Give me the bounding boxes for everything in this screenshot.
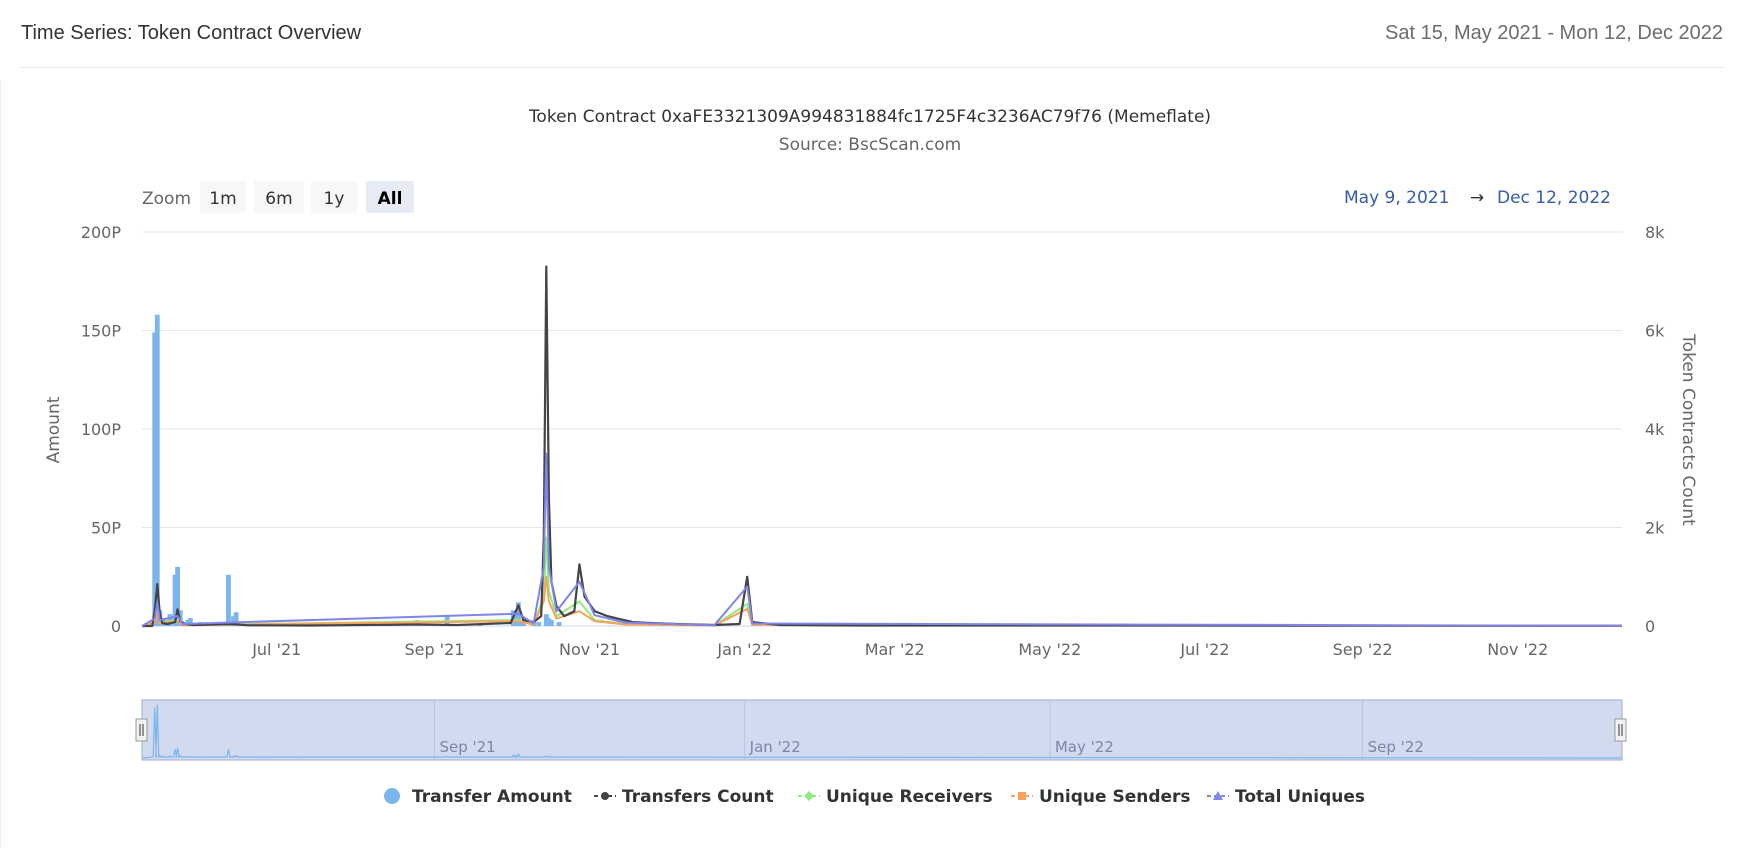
legend-label: Transfer Amount [412, 787, 572, 807]
navigator[interactable]: Sep '21 Jan '22 May '22 Sep '22 [135, 699, 1627, 761]
navigator-ticks: Sep '21 Jan '22 May '22 Sep '22 [433, 700, 1424, 760]
chart-title: Token Contract 0xaFE3321309A994831884fc1… [528, 107, 1211, 127]
x-tick-label: Nov '22 [1487, 640, 1548, 659]
card-header: Time Series: Token Contract Overview Sat… [20, 0, 1724, 68]
legend-item-transfer-amount[interactable]: Transfer Amount [384, 787, 572, 807]
x-tick-label: Jan '22 [716, 640, 772, 659]
legend-label: Unique Receivers [826, 787, 993, 807]
y-left-tick-label: 100P [81, 420, 122, 439]
card-title: Time Series: Token Contract Overview [21, 22, 362, 44]
y-right-tick-label: 0 [1645, 617, 1655, 636]
zoom-button-bg [311, 181, 357, 213]
y-right-tick-label: 8k [1645, 223, 1665, 242]
x-tick-label: Jul '22 [1179, 640, 1229, 659]
x-tick-label: Sep '21 [404, 640, 464, 659]
navigator-series [141, 704, 1623, 759]
navigator-tick-label: May '22 [1055, 738, 1114, 756]
legend-marker-icon [1018, 792, 1026, 800]
bar [513, 612, 519, 626]
zoom-label: Zoom [142, 189, 191, 209]
y-axis-left-title: Amount [44, 396, 64, 463]
zoom-button-all[interactable]: All [366, 181, 414, 213]
series-line-total-uniques [141, 452, 1623, 627]
y-left-tick-label: 150P [81, 322, 122, 341]
y-left-tick-label: 0 [111, 617, 121, 636]
navigator-tick-label: Jan '22 [749, 738, 801, 756]
bar [543, 614, 549, 626]
y-axis-right-title: Token Contracts Count [1678, 333, 1698, 526]
bar [175, 566, 181, 626]
y-left-tick-label: 50P [91, 519, 121, 538]
y-axis-right: 0 2k 4k 6k 8k [1645, 223, 1665, 636]
card-border [0, 80, 1, 848]
legend-label: Unique Senders [1039, 787, 1191, 807]
bar [167, 614, 173, 626]
legend-label: Transfers Count [622, 787, 774, 807]
range-display: May 9, 2021 → Dec 12, 2022 [1344, 188, 1611, 208]
range-arrow: → [1470, 188, 1484, 208]
series-line-unique-receivers [141, 536, 1623, 627]
zoom-button-6m[interactable]: 6m [254, 181, 304, 213]
y-left-tick-label: 200P [81, 223, 122, 242]
zoom-button-label: 1y [324, 189, 345, 209]
navigator-handle-right[interactable] [1614, 718, 1627, 742]
legend-item-unique-receivers[interactable]: Unique Receivers [798, 787, 993, 807]
bar [154, 314, 160, 626]
zoom-button-1m[interactable]: 1m [200, 181, 246, 213]
x-tick-label: Jul '21 [251, 640, 301, 659]
range-to[interactable]: Dec 12, 2022 [1497, 188, 1611, 208]
navigator-tick-label: Sep '22 [1368, 738, 1424, 756]
bar [233, 612, 239, 626]
legend: Transfer Amount Transfers Count Unique Rec… [384, 787, 1365, 807]
navigator-tick-label: Sep '21 [439, 738, 495, 756]
x-tick-label: Sep '22 [1333, 640, 1393, 659]
bar [172, 574, 178, 626]
zoom-button-bg [200, 181, 246, 213]
zoom-button-bg [254, 181, 304, 213]
bar [152, 332, 158, 626]
zoom-button-label: 6m [265, 189, 292, 209]
x-tick-label: May '22 [1018, 640, 1081, 659]
bar [521, 622, 526, 626]
y-axis-left: 0 50P 100P 150P 200P [81, 223, 122, 636]
x-tick-label: Mar '22 [865, 640, 925, 659]
zoom-button-label: All [378, 189, 403, 209]
series-lines [141, 265, 1623, 628]
range-from[interactable]: May 9, 2021 [1344, 188, 1449, 208]
bar [556, 622, 562, 626]
legend-marker-icon [804, 791, 814, 801]
legend-marker-icon [601, 792, 609, 800]
zoom-button-label: 1m [209, 189, 236, 209]
legend-label: Total Uniques [1235, 787, 1365, 807]
date-range-label: Sat 15, May 2021 - Mon 12, Dec 2022 [1385, 22, 1723, 44]
y-right-tick-label: 6k [1645, 322, 1665, 341]
bar [518, 620, 524, 626]
zoom-button-1y[interactable]: 1y [311, 181, 357, 213]
legend-item-unique-senders[interactable]: Unique Senders [1011, 787, 1191, 807]
bar [187, 618, 193, 626]
x-tick-label: Nov '21 [559, 640, 620, 659]
y-right-tick-label: 4k [1645, 420, 1665, 439]
bar [546, 618, 552, 626]
series-line-transfers-count [142, 265, 1623, 628]
grid-lines [142, 231, 1622, 627]
bar [226, 574, 231, 626]
legend-marker-icon [1213, 791, 1223, 800]
legend-item-total-uniques[interactable]: Total Uniques [1207, 787, 1365, 807]
bar [549, 620, 554, 626]
x-axis: Jul '21 Sep '21 Nov '21 Jan '22 Mar '22 May '… [251, 640, 1548, 659]
zoom-button-bg [366, 181, 414, 213]
bar [231, 616, 236, 626]
chart-subtitle: Source: BscScan.com [779, 135, 961, 155]
bar [536, 622, 542, 626]
transfer-amount-bars [152, 314, 562, 626]
y-right-tick-label: 2k [1645, 519, 1665, 538]
legend-item-transfers-count[interactable]: Transfers Count [594, 787, 774, 807]
navigator-handle-left[interactable] [135, 718, 148, 742]
legend-marker-icon [384, 788, 400, 804]
zoom-buttons: 1m 6m 1y All [200, 181, 414, 213]
